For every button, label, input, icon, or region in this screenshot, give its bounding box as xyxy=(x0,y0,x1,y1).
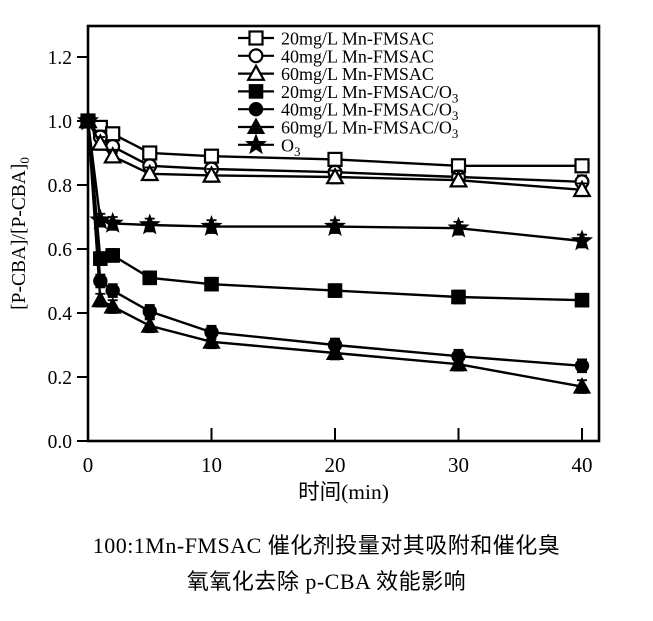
caption-line-1: 100:1Mn-FMSAC 催化剂投量对其吸附和催化臭 xyxy=(92,533,561,558)
x-tick-label: 40 xyxy=(572,453,593,477)
marker-star xyxy=(200,215,223,236)
marker-open-square xyxy=(327,151,343,167)
marker-filled-square xyxy=(248,84,264,99)
legend-label: 60mg/L Mn-FMSAC/O3 xyxy=(281,118,458,142)
figure-caption: 100:1Mn-FMSAC 催化剂投量对其吸附和催化臭 氧氧化去除 p-CBA … xyxy=(0,528,653,600)
marker-filled-circle xyxy=(574,358,590,373)
legend-item: 20mg/L Mn-FMSAC xyxy=(238,29,434,49)
marker-open-square xyxy=(248,30,264,46)
marker-open-triangle xyxy=(103,146,123,164)
marker-filled-square xyxy=(327,283,343,298)
plot-frame xyxy=(86,24,601,443)
marker-open-triangle xyxy=(448,170,469,188)
marker-filled-circle xyxy=(142,304,157,319)
x-tick-label: 0 xyxy=(83,453,94,477)
marker-open-triangle xyxy=(572,179,592,198)
marker-star xyxy=(89,208,112,230)
marker-star xyxy=(447,216,470,238)
x-axis-label: 时间(min) xyxy=(298,480,389,504)
marker-filled-triangle xyxy=(449,354,468,372)
marker-filled-square xyxy=(204,276,219,292)
x-axis: 0 10 20 30 40 xyxy=(83,428,593,477)
x-tick-label: 20 xyxy=(325,453,346,477)
marker-star xyxy=(571,229,593,251)
marker-filled-triangle xyxy=(246,117,266,134)
marker-open-square xyxy=(574,158,590,174)
legend-label: 20mg/L Mn-FMSAC xyxy=(281,29,434,49)
legend-label: 60mg/L Mn-FMSAC xyxy=(281,64,434,84)
marker-filled-square xyxy=(93,251,108,266)
marker-filled-square xyxy=(451,289,466,305)
y-axis: 0.0 0.2 0.4 0.6 0.8 1.0 1.2 xyxy=(48,48,88,453)
marker-star xyxy=(138,213,161,235)
series-7 xyxy=(77,109,593,251)
marker-open-square xyxy=(203,148,220,164)
marker-star xyxy=(77,109,99,131)
legend-label: 40mg/L Mn-FMSAC/O3 xyxy=(281,100,458,124)
marker-star xyxy=(245,133,267,155)
legend-item: 40mg/L Mn-FMSAC xyxy=(238,46,434,66)
caption-line-2: 氧氧化去除 p-CBA 效能影响 xyxy=(186,569,467,594)
x-tick-label: 30 xyxy=(448,453,469,477)
marker-open-square xyxy=(142,145,158,161)
legend-label: 20mg/L Mn-FMSAC/O3 xyxy=(281,82,458,106)
marker-open-circle xyxy=(248,48,264,64)
y-tick-label: 0.6 xyxy=(48,240,73,261)
y-tick-label: 1.2 xyxy=(48,48,72,69)
marker-filled-triangle xyxy=(103,297,122,314)
x-tick-label: 10 xyxy=(201,453,222,477)
legend-item: 60mg/L Mn-FMSAC/O3 xyxy=(238,117,458,142)
marker-star xyxy=(324,215,346,236)
series-line xyxy=(86,120,583,302)
marker-filled-circle xyxy=(105,283,120,298)
marker-open-triangle xyxy=(90,133,111,151)
marker-filled-circle xyxy=(248,101,264,117)
legend-label: O3 xyxy=(281,135,301,159)
marker-filled-triangle xyxy=(140,316,159,333)
y-tick-label: 0.4 xyxy=(48,304,73,325)
y-axis-label: [P-CBA]/[P-CBA]0 xyxy=(9,157,32,310)
legend-item: O3 xyxy=(238,133,301,159)
marker-filled-triangle xyxy=(325,343,345,361)
y-tick-label: 0.8 xyxy=(48,176,72,197)
line-chart: 0 10 20 30 40 0.0 0.2 0.4 0.6 0.8 1.0 1.2 时间(min) [P-… xyxy=(9,24,601,504)
legend-item: 40mg/L Mn-FMSAC/O3 xyxy=(238,100,458,124)
y-tick-label: 0.2 xyxy=(48,368,72,389)
marker-filled-square xyxy=(142,270,158,286)
series-4 xyxy=(80,113,590,308)
marker-open-triangle xyxy=(325,166,345,185)
legend-item: 60mg/L Mn-FMSAC xyxy=(238,63,434,84)
marker-open-triangle xyxy=(246,63,266,81)
y-tick-label: 0.0 xyxy=(48,432,72,453)
marker-filled-square xyxy=(574,292,590,308)
marker-star xyxy=(101,211,124,233)
marker-open-square xyxy=(105,126,121,142)
marker-filled-triangle xyxy=(91,290,110,308)
y-tick-label: 1.0 xyxy=(48,112,72,133)
marker-filled-triangle xyxy=(572,377,592,394)
marker-filled-triangle xyxy=(202,332,221,349)
marker-open-triangle xyxy=(201,165,222,183)
marker-open-triangle xyxy=(140,163,160,182)
legend-item: 20mg/L Mn-FMSAC/O3 xyxy=(238,82,458,106)
legend-label: 40mg/L Mn-FMSAC xyxy=(281,46,434,66)
marker-filled-square xyxy=(105,248,120,263)
